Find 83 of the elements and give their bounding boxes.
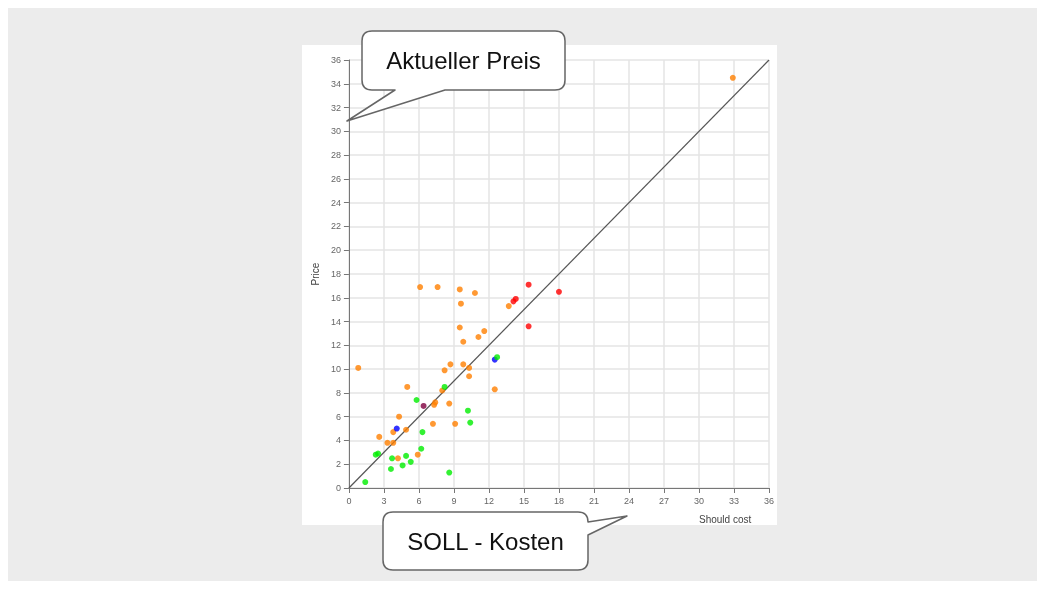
- point: [460, 361, 467, 368]
- point: [434, 284, 441, 291]
- point: [555, 288, 562, 295]
- point: [362, 479, 369, 486]
- x-tick-label: 15: [518, 495, 529, 506]
- point: [457, 300, 464, 307]
- point: [420, 402, 427, 409]
- y-tick-label: 22: [330, 221, 341, 232]
- point: [429, 420, 436, 427]
- y-tick-label: 18: [330, 269, 341, 279]
- x-tick-label: 24: [623, 495, 634, 506]
- point: [403, 452, 410, 459]
- annotation: Aktueller Preis: [386, 47, 541, 74]
- y-tick-label: 10: [330, 364, 341, 375]
- point: [475, 334, 482, 341]
- point: [464, 407, 471, 414]
- y-tick-label: 4: [335, 435, 341, 446]
- point: [417, 284, 424, 291]
- point: [441, 367, 448, 374]
- point: [396, 413, 403, 420]
- point: [418, 445, 425, 452]
- point: [384, 439, 391, 446]
- y-tick-label: 30: [330, 126, 341, 137]
- x-tick-label: 33: [728, 495, 739, 506]
- point: [393, 425, 400, 432]
- point: [466, 364, 473, 371]
- y-tick-label: 36: [330, 55, 341, 65]
- point: [467, 419, 474, 426]
- y-axis-title: Price: [309, 262, 321, 286]
- y-tick-label: 2: [335, 459, 341, 470]
- point: [376, 433, 383, 440]
- point: [446, 400, 453, 407]
- point: [407, 458, 414, 465]
- y-tick-label: 16: [330, 292, 341, 303]
- x-tick-label: 3: [381, 495, 387, 506]
- point: [355, 364, 362, 371]
- point: [414, 451, 421, 458]
- x-tick-label: 21: [588, 495, 599, 506]
- x-tick-label: 30: [693, 495, 704, 506]
- point: [441, 383, 448, 390]
- x-tick-label: 6: [416, 495, 422, 506]
- point: [466, 373, 473, 380]
- point: [399, 462, 406, 469]
- point: [387, 465, 394, 472]
- y-tick-label: 14: [330, 316, 341, 327]
- y-tick-label: 0: [335, 483, 341, 493]
- y-tick-label: 6: [335, 411, 341, 422]
- point: [447, 361, 454, 368]
- point: [471, 290, 478, 297]
- y-tick-label: 12: [330, 340, 341, 351]
- point: [456, 286, 463, 293]
- point: [505, 303, 512, 310]
- point: [491, 386, 498, 393]
- point: [729, 74, 736, 81]
- point: [394, 455, 401, 462]
- y-tick-label: 28: [330, 150, 341, 161]
- y-tick-label: 24: [330, 197, 341, 208]
- point: [525, 281, 532, 288]
- y-tick-label: 8: [335, 387, 341, 398]
- y-tick-label: 26: [330, 173, 341, 184]
- x-tick-label: 0: [346, 495, 352, 506]
- point: [404, 383, 411, 390]
- y-tick-label: 20: [330, 245, 341, 256]
- point: [390, 429, 397, 436]
- point: [456, 324, 463, 331]
- x-tick-label: 9: [451, 495, 457, 506]
- x-tick-label: 36: [763, 495, 774, 506]
- y-tick-label: 32: [330, 102, 341, 113]
- point: [452, 420, 459, 427]
- point: [403, 426, 410, 433]
- x-tick-label: 27: [658, 495, 669, 506]
- point: [413, 397, 420, 404]
- point: [419, 429, 426, 436]
- x-axis-title: Should cost: [698, 513, 752, 525]
- x-tick-label: 12: [483, 495, 494, 506]
- point: [446, 469, 453, 476]
- point: [525, 323, 532, 330]
- x-tick-label: 18: [553, 495, 564, 506]
- point: [389, 455, 396, 462]
- point: [460, 338, 467, 345]
- point: [390, 439, 397, 446]
- point: [481, 328, 488, 335]
- y-tick-label: 34: [330, 78, 341, 89]
